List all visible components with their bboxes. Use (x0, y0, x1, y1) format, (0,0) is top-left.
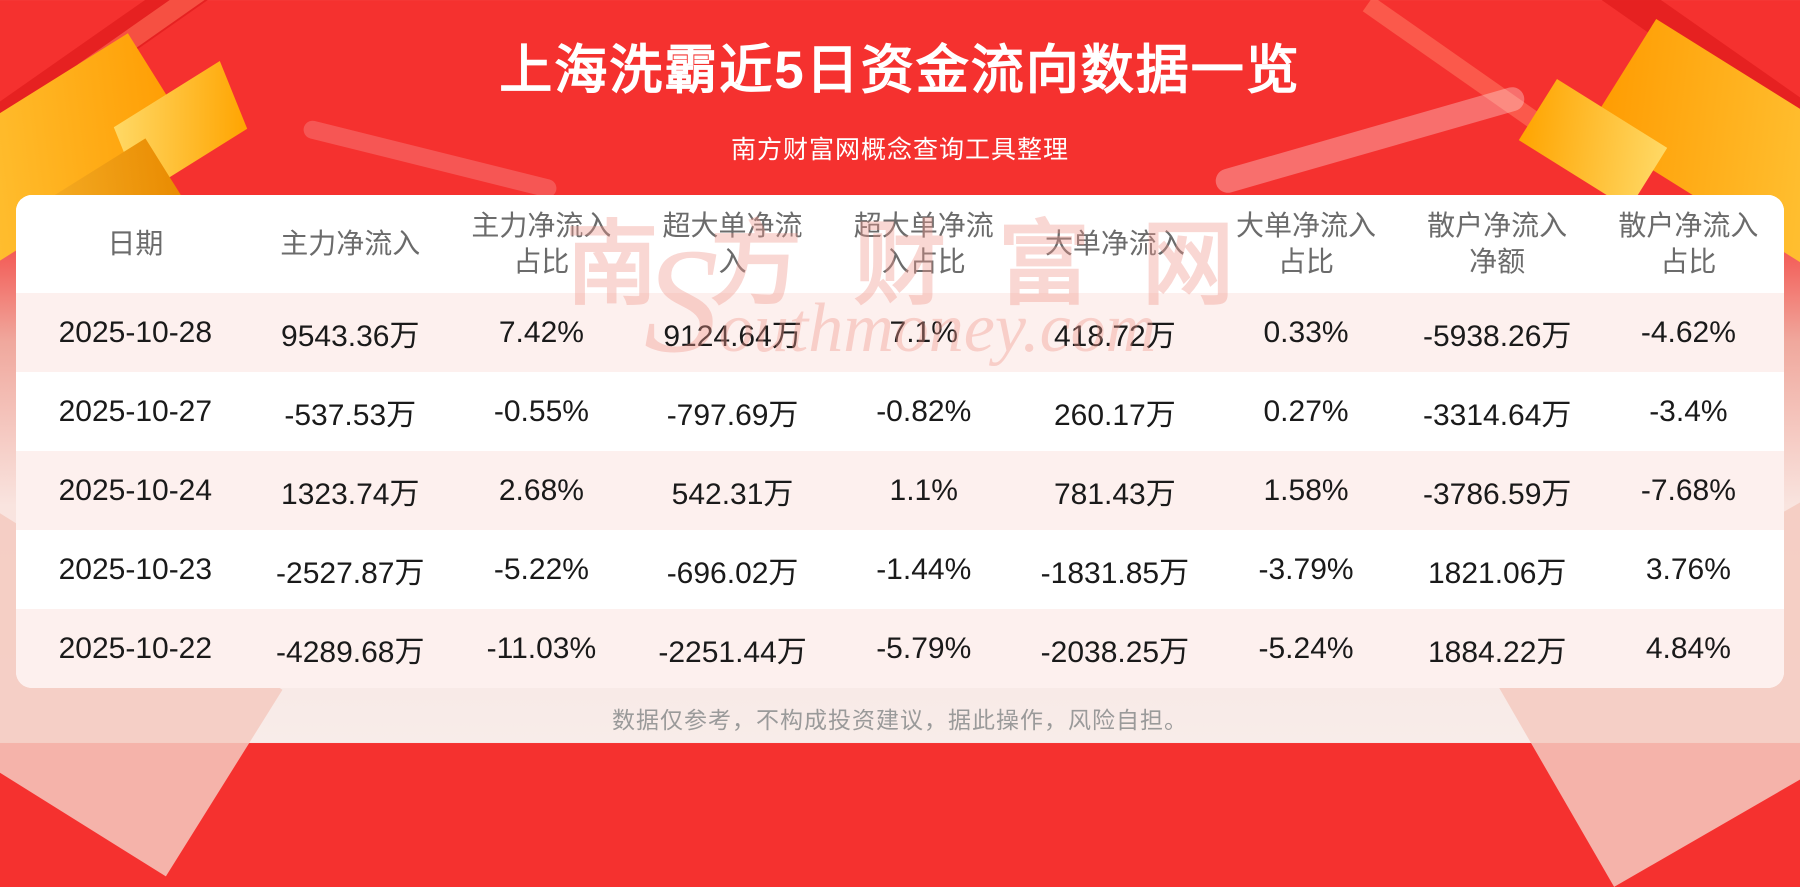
date-cell: 2025-10-23 (58, 552, 213, 586)
value-cell: -3786.59万 (1422, 477, 1572, 511)
value-cell: 1.58% (1263, 473, 1349, 507)
value-cell: 418.72万 (1053, 319, 1176, 353)
value-cell: -1831.85万 (1040, 556, 1190, 590)
value-cell: 7.42% (498, 315, 584, 349)
column-header: 日期 (107, 227, 164, 259)
value-cell: -7.68% (1640, 473, 1736, 507)
date-cell: 2025-10-27 (58, 394, 213, 428)
column-header: 大单净流入 (1044, 227, 1185, 259)
table-header: 日期 主力净流入 主力净流入 占比 超大单净流 入超大单净流 入占比 大单净流入 大单净流… (16, 195, 1784, 293)
date-cell: 2025-10-24 (58, 473, 213, 507)
value-cell: 781.43万 (1053, 477, 1176, 511)
table-row: 2025-10-23 -2527.87万 -5.22% -696.02万 -1.44% -… (16, 530, 1784, 609)
value-cell: -537.53万 (284, 398, 417, 432)
value-cell: -2527.87万 (276, 556, 425, 590)
fund-flow-table: 日期 主力净流入 主力净流入 占比 超大单净流 入超大单净流 入占比 大单净流入 大单净流… (16, 195, 1784, 688)
value-cell: 4.84% (1645, 631, 1731, 665)
value-cell: 1323.74万 (281, 477, 420, 511)
column-header: 散户净流入 占比 (1618, 209, 1759, 277)
value-cell: -0.82% (876, 394, 972, 428)
disclaimer-text: 数据仅参考，不构成投资建议，据此操作，风险自担。 (612, 707, 1188, 733)
value-cell: -0.55% (493, 394, 589, 428)
column-header: 主力净流入 占比 (471, 209, 612, 277)
value-cell: 542.31万 (671, 477, 794, 511)
table-row: 2025-10-28 9543.36万 7.42% 9124.64万 7.1% 418.7… (16, 293, 1784, 372)
value-cell: 2.68% (498, 473, 584, 507)
value-cell: -1.44% (876, 552, 972, 586)
table-body: 2025-10-28 9543.36万 7.42% 9124.64万 7.1% 418.7… (16, 293, 1784, 688)
column-header: 超大单净流 入占比 (853, 209, 994, 277)
value-cell: -4.62% (1640, 315, 1736, 349)
column-header: 超大单净流 入 (662, 209, 803, 277)
page-subtitle: 南方财富网概念查询工具整理 (730, 136, 1069, 164)
value-cell: 0.33% (1263, 315, 1349, 349)
value-cell: -3.4% (1649, 394, 1728, 428)
value-cell: 1821.06万 (1427, 556, 1567, 590)
value-cell: 3.76% (1645, 552, 1731, 586)
table-row: 2025-10-27 -537.53万 -0.55% -797.69万 -0.82% 26… (16, 372, 1784, 451)
value-cell: 0.27% (1263, 394, 1349, 428)
value-cell: -2251.44万 (658, 635, 807, 669)
value-cell: 1.1% (889, 473, 958, 507)
value-cell: 7.1% (889, 315, 958, 349)
value-cell: 9124.64万 (663, 319, 802, 353)
value-cell: -5938.26万 (1422, 319, 1572, 353)
value-cell: -5.24% (1258, 631, 1354, 665)
page-title: 上海洗霸近5日资金流向数据一览 (499, 41, 1301, 100)
table-row: 2025-10-22 -4289.68万 -11.03% -2251.44万 -5.79… (16, 609, 1784, 688)
value-cell: -5.79% (876, 631, 972, 665)
value-cell: -3.79% (1258, 552, 1354, 586)
banner: 上海洗霸近5日资金流向数据一览 南方财富网概念查询工具整理 (0, 0, 1800, 195)
value-cell: -696.02万 (666, 556, 799, 590)
column-header: 散户净流入 净额 (1427, 209, 1568, 277)
column-header: 大单净流入 占比 (1236, 209, 1377, 277)
value-cell: -3314.64万 (1422, 398, 1572, 432)
date-cell: 2025-10-28 (58, 315, 213, 349)
value-cell: -797.69万 (666, 398, 799, 432)
column-header: 主力净流入 (280, 227, 421, 259)
value-cell: -4289.68万 (276, 635, 425, 669)
value-cell: -2038.25万 (1040, 635, 1190, 669)
table-row: 2025-10-24 1323.74万 2.68% 542.31万 1.1% 781.43… (16, 451, 1784, 530)
date-cell: 2025-10-22 (58, 631, 213, 665)
table-header-row: 日期 主力净流入 主力净流入 占比 超大单净流 入超大单净流 入占比 大单净流入 大单净流… (16, 195, 1784, 293)
fund-flow-table-card: 日期 主力净流入 主力净流入 占比 超大单净流 入超大单净流 入占比 大单净流入 大单净流… (16, 195, 1784, 688)
value-cell: 9543.36万 (281, 319, 420, 353)
value-cell: -11.03% (486, 631, 597, 665)
value-cell: 1884.22万 (1427, 635, 1567, 669)
value-cell: 260.17万 (1053, 398, 1176, 432)
value-cell: -5.22% (493, 552, 589, 586)
